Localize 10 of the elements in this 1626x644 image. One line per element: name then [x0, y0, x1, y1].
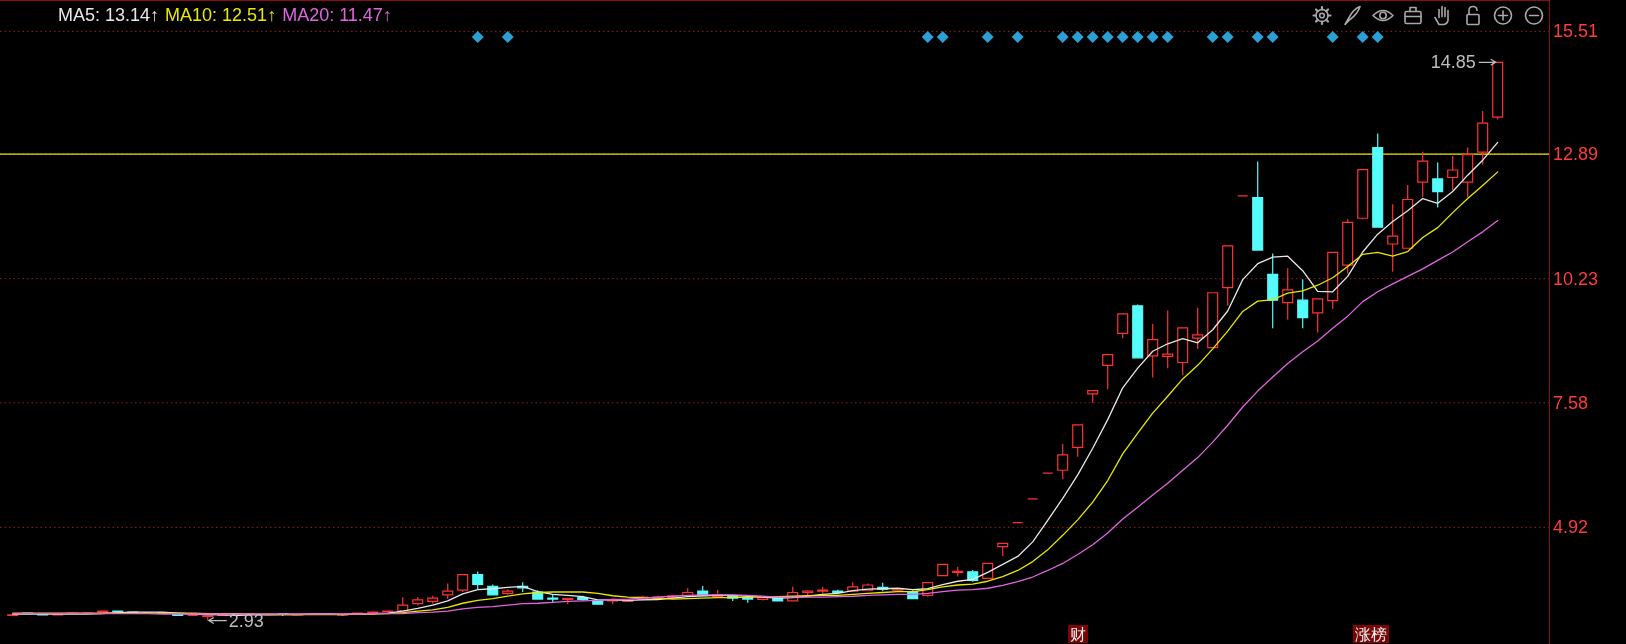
- y-tick-label: 12.89: [1553, 144, 1599, 165]
- y-tick-label: 15.51: [1553, 21, 1599, 42]
- text: MA5: 13.14↑: [58, 5, 160, 25]
- y-tick-label: 4.92: [1553, 517, 1589, 538]
- text: MA20: 11.47↑: [282, 5, 392, 25]
- text: MA10: 12.51↑: [165, 5, 277, 25]
- annotation: 2.93: [228, 610, 264, 631]
- y-tick-label: 10.23: [1553, 268, 1599, 289]
- y-tick-label: 7.58: [1553, 392, 1589, 413]
- annotation: 14.85: [1430, 52, 1476, 73]
